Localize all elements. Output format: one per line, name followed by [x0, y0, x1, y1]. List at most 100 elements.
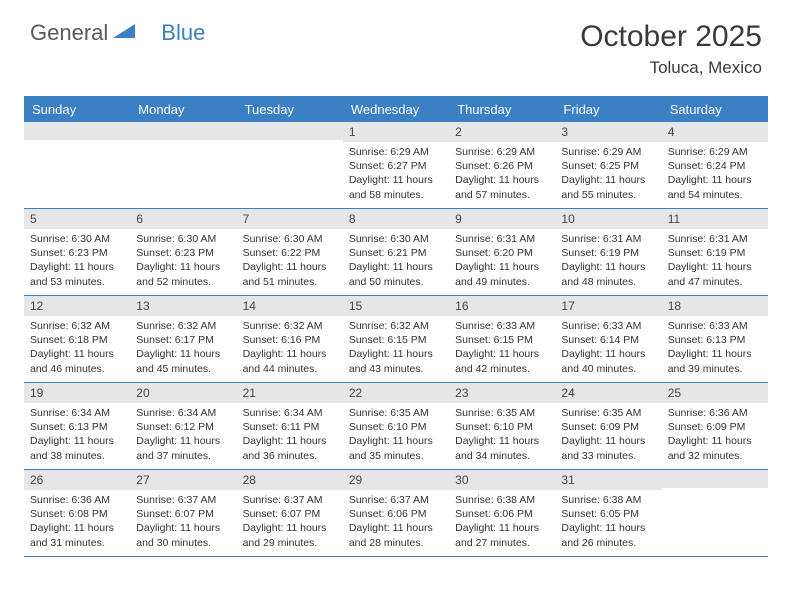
cell-body: Sunrise: 6:33 AMSunset: 6:14 PMDaylight:…: [555, 316, 661, 382]
brand-part2: Blue: [161, 20, 205, 46]
daylight-text: Daylight: 11 hours and 31 minutes.: [30, 521, 124, 549]
sunrise-text: Sunrise: 6:34 AM: [30, 406, 124, 420]
sunset-text: Sunset: 6:06 PM: [349, 507, 443, 521]
sunset-text: Sunset: 6:19 PM: [561, 246, 655, 260]
calendar-cell: 17Sunrise: 6:33 AMSunset: 6:14 PMDayligh…: [555, 296, 661, 382]
cell-body: Sunrise: 6:34 AMSunset: 6:13 PMDaylight:…: [24, 403, 130, 469]
sunrise-text: Sunrise: 6:29 AM: [349, 145, 443, 159]
sunrise-text: Sunrise: 6:38 AM: [455, 493, 549, 507]
sunset-text: Sunset: 6:27 PM: [349, 159, 443, 173]
calendar-cell: 12Sunrise: 6:32 AMSunset: 6:18 PMDayligh…: [24, 296, 130, 382]
sunrise-text: Sunrise: 6:32 AM: [136, 319, 230, 333]
daylight-text: Daylight: 11 hours and 37 minutes.: [136, 434, 230, 462]
sunset-text: Sunset: 6:13 PM: [30, 420, 124, 434]
sunset-text: Sunset: 6:13 PM: [668, 333, 762, 347]
cell-body: Sunrise: 6:29 AMSunset: 6:26 PMDaylight:…: [449, 142, 555, 208]
calendar-cell: 3Sunrise: 6:29 AMSunset: 6:25 PMDaylight…: [555, 122, 661, 208]
day-number: 3: [555, 122, 661, 142]
day-number: 17: [555, 296, 661, 316]
sunset-text: Sunset: 6:07 PM: [136, 507, 230, 521]
sunset-text: Sunset: 6:23 PM: [136, 246, 230, 260]
day-number: [130, 122, 236, 140]
day-number: 14: [237, 296, 343, 316]
cell-body: Sunrise: 6:29 AMSunset: 6:27 PMDaylight:…: [343, 142, 449, 208]
cell-body: Sunrise: 6:37 AMSunset: 6:06 PMDaylight:…: [343, 490, 449, 556]
daylight-text: Daylight: 11 hours and 52 minutes.: [136, 260, 230, 288]
sunset-text: Sunset: 6:11 PM: [243, 420, 337, 434]
cell-body: [24, 140, 130, 149]
daylight-text: Daylight: 11 hours and 32 minutes.: [668, 434, 762, 462]
day-number: 11: [662, 209, 768, 229]
cell-body: Sunrise: 6:32 AMSunset: 6:15 PMDaylight:…: [343, 316, 449, 382]
sunset-text: Sunset: 6:26 PM: [455, 159, 549, 173]
calendar-cell: 31Sunrise: 6:38 AMSunset: 6:05 PMDayligh…: [555, 470, 661, 556]
sunrise-text: Sunrise: 6:30 AM: [30, 232, 124, 246]
daylight-text: Daylight: 11 hours and 40 minutes.: [561, 347, 655, 375]
day-header: Wednesday: [343, 97, 449, 122]
week-row: 12Sunrise: 6:32 AMSunset: 6:18 PMDayligh…: [24, 296, 768, 383]
week-row: 5Sunrise: 6:30 AMSunset: 6:23 PMDaylight…: [24, 209, 768, 296]
day-number: 27: [130, 470, 236, 490]
sunrise-text: Sunrise: 6:35 AM: [349, 406, 443, 420]
day-number: 19: [24, 383, 130, 403]
daylight-text: Daylight: 11 hours and 26 minutes.: [561, 521, 655, 549]
sunset-text: Sunset: 6:10 PM: [455, 420, 549, 434]
day-number: 12: [24, 296, 130, 316]
sunset-text: Sunset: 6:12 PM: [136, 420, 230, 434]
day-number: 6: [130, 209, 236, 229]
daylight-text: Daylight: 11 hours and 58 minutes.: [349, 173, 443, 201]
sunrise-text: Sunrise: 6:32 AM: [349, 319, 443, 333]
day-header-row: Sunday Monday Tuesday Wednesday Thursday…: [24, 97, 768, 122]
daylight-text: Daylight: 11 hours and 57 minutes.: [455, 173, 549, 201]
calendar-cell: 5Sunrise: 6:30 AMSunset: 6:23 PMDaylight…: [24, 209, 130, 295]
cell-body: Sunrise: 6:30 AMSunset: 6:23 PMDaylight:…: [24, 229, 130, 295]
cell-body: Sunrise: 6:36 AMSunset: 6:08 PMDaylight:…: [24, 490, 130, 556]
day-number: 8: [343, 209, 449, 229]
sunrise-text: Sunrise: 6:31 AM: [561, 232, 655, 246]
calendar-cell: 11Sunrise: 6:31 AMSunset: 6:19 PMDayligh…: [662, 209, 768, 295]
calendar-cell: 10Sunrise: 6:31 AMSunset: 6:19 PMDayligh…: [555, 209, 661, 295]
calendar-cell: 29Sunrise: 6:37 AMSunset: 6:06 PMDayligh…: [343, 470, 449, 556]
calendar-cell: [662, 470, 768, 556]
day-number: 21: [237, 383, 343, 403]
sunset-text: Sunset: 6:21 PM: [349, 246, 443, 260]
day-header: Sunday: [24, 97, 130, 122]
cell-body: [237, 140, 343, 149]
calendar-cell: 21Sunrise: 6:34 AMSunset: 6:11 PMDayligh…: [237, 383, 343, 469]
sunset-text: Sunset: 6:17 PM: [136, 333, 230, 347]
cell-body: Sunrise: 6:37 AMSunset: 6:07 PMDaylight:…: [130, 490, 236, 556]
calendar-cell: 15Sunrise: 6:32 AMSunset: 6:15 PMDayligh…: [343, 296, 449, 382]
cell-body: Sunrise: 6:32 AMSunset: 6:16 PMDaylight:…: [237, 316, 343, 382]
day-number: 31: [555, 470, 661, 490]
day-number: 26: [24, 470, 130, 490]
sunset-text: Sunset: 6:09 PM: [561, 420, 655, 434]
day-header: Monday: [130, 97, 236, 122]
sunrise-text: Sunrise: 6:34 AM: [136, 406, 230, 420]
day-number: 23: [449, 383, 555, 403]
sunrise-text: Sunrise: 6:38 AM: [561, 493, 655, 507]
daylight-text: Daylight: 11 hours and 48 minutes.: [561, 260, 655, 288]
day-number: 13: [130, 296, 236, 316]
cell-body: Sunrise: 6:36 AMSunset: 6:09 PMDaylight:…: [662, 403, 768, 469]
daylight-text: Daylight: 11 hours and 51 minutes.: [243, 260, 337, 288]
sunset-text: Sunset: 6:15 PM: [455, 333, 549, 347]
calendar-cell: 27Sunrise: 6:37 AMSunset: 6:07 PMDayligh…: [130, 470, 236, 556]
daylight-text: Daylight: 11 hours and 38 minutes.: [30, 434, 124, 462]
daylight-text: Daylight: 11 hours and 39 minutes.: [668, 347, 762, 375]
cell-body: Sunrise: 6:31 AMSunset: 6:19 PMDaylight:…: [555, 229, 661, 295]
calendar-cell: 9Sunrise: 6:31 AMSunset: 6:20 PMDaylight…: [449, 209, 555, 295]
day-number: 25: [662, 383, 768, 403]
sunset-text: Sunset: 6:23 PM: [30, 246, 124, 260]
week-row: 26Sunrise: 6:36 AMSunset: 6:08 PMDayligh…: [24, 470, 768, 557]
day-number: [237, 122, 343, 140]
sunset-text: Sunset: 6:22 PM: [243, 246, 337, 260]
cell-body: Sunrise: 6:30 AMSunset: 6:23 PMDaylight:…: [130, 229, 236, 295]
cell-body: Sunrise: 6:34 AMSunset: 6:11 PMDaylight:…: [237, 403, 343, 469]
brand-part1: General: [30, 20, 108, 46]
day-number: 30: [449, 470, 555, 490]
daylight-text: Daylight: 11 hours and 45 minutes.: [136, 347, 230, 375]
cell-body: Sunrise: 6:32 AMSunset: 6:18 PMDaylight:…: [24, 316, 130, 382]
sunset-text: Sunset: 6:14 PM: [561, 333, 655, 347]
sunset-text: Sunset: 6:09 PM: [668, 420, 762, 434]
brand-logo: General Blue: [30, 20, 205, 46]
